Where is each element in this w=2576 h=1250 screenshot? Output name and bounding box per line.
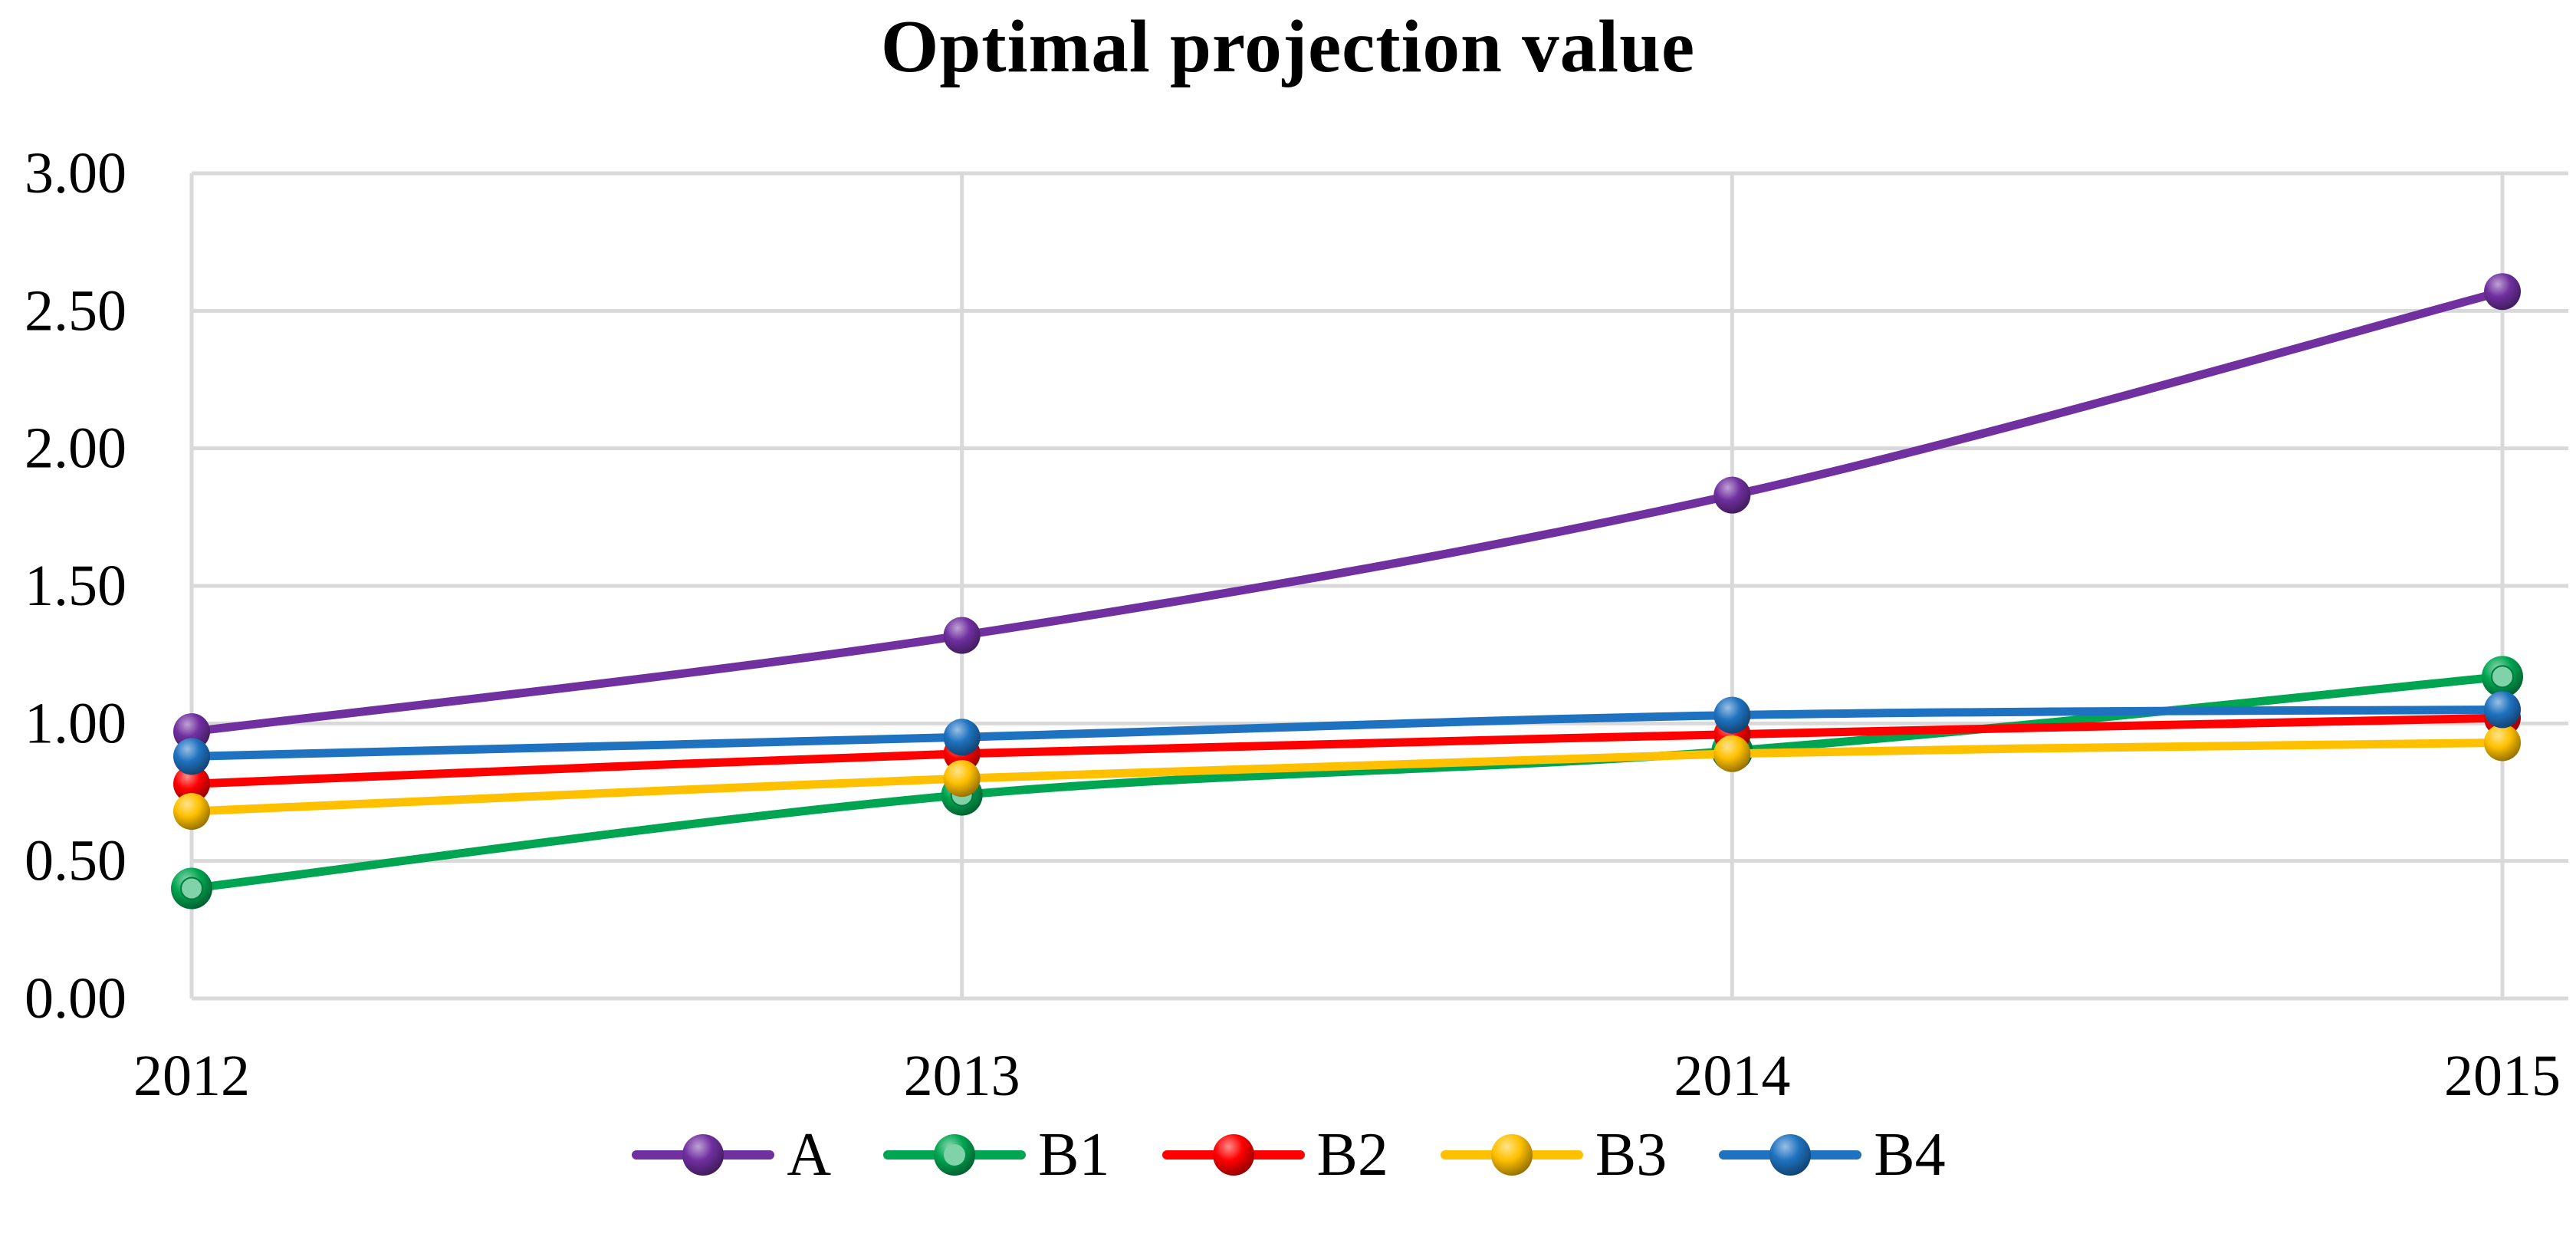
series-B4-marker — [943, 719, 981, 756]
series-B3-marker — [1714, 735, 1751, 772]
legend-item-B4: B4 — [1717, 1121, 1946, 1189]
legend-marker-icon-B4 — [1719, 1134, 1862, 1176]
legend-marker-icon-B1 — [883, 1134, 1027, 1176]
legend-label-A: A — [787, 1121, 832, 1189]
series-A-marker — [2484, 273, 2521, 311]
y-axis-tick-label: 0.50 — [25, 829, 127, 893]
series-A — [173, 273, 2521, 751]
legend-item-B3: B3 — [1439, 1124, 1667, 1186]
legend-label-B3: B3 — [1595, 1121, 1668, 1189]
y-axis-tick-label: 0.00 — [25, 966, 127, 1031]
series-B3-marker — [173, 793, 210, 831]
x-axis-tick-label: 2015 — [2444, 1044, 2561, 1108]
y-axis-tick-label: 1.00 — [25, 691, 127, 755]
series-A-marker — [1714, 476, 1751, 514]
x-axis-tick-label: 2014 — [1674, 1044, 1790, 1108]
legend-label-B1: B1 — [1038, 1121, 1110, 1189]
series-B1-marker-core — [2491, 665, 2514, 689]
series-B3-line — [187, 738, 2507, 816]
legend-label-B2: B2 — [1316, 1121, 1388, 1189]
y-axis-tick-label: 2.50 — [25, 278, 127, 343]
series-B3-marker — [943, 760, 981, 798]
series-B3-marker — [2484, 724, 2521, 762]
series-B4-line — [187, 705, 2507, 761]
series-B2-marker — [173, 765, 210, 803]
series-B3 — [173, 724, 2521, 831]
legend: A B1 B2 B3 B4 — [0, 1124, 2576, 1186]
legend-marker-icon-B3 — [1440, 1134, 1583, 1176]
legend-marker-icon-B2 — [1162, 1134, 1305, 1176]
x-axis-tick-label: 2013 — [904, 1044, 1020, 1108]
y-axis-tick-label: 3.00 — [25, 141, 127, 206]
legend-item-B2: B2 — [1161, 1124, 1388, 1186]
series-B2-line — [187, 713, 2507, 788]
legend-item-B1: B1 — [882, 1121, 1110, 1189]
y-axis-tick-label: 1.50 — [25, 554, 127, 618]
series-B4-marker — [173, 738, 210, 775]
x-axis-tick-label: 2012 — [133, 1044, 250, 1108]
legend-marker-icon-A — [632, 1134, 775, 1176]
series-B4-marker — [2484, 691, 2521, 729]
series-A-marker — [943, 617, 981, 654]
chart-title: Optimal projection value — [880, 5, 1696, 87]
series-B4 — [173, 691, 2521, 775]
legend-label-B4: B4 — [1874, 1121, 1946, 1189]
series-A-line — [187, 287, 2507, 736]
series-B1-marker-core — [180, 877, 203, 900]
series-B4-marker — [1714, 696, 1751, 734]
legend-item-A: A — [630, 1124, 831, 1186]
y-axis-tick-label: 2.00 — [25, 416, 127, 481]
